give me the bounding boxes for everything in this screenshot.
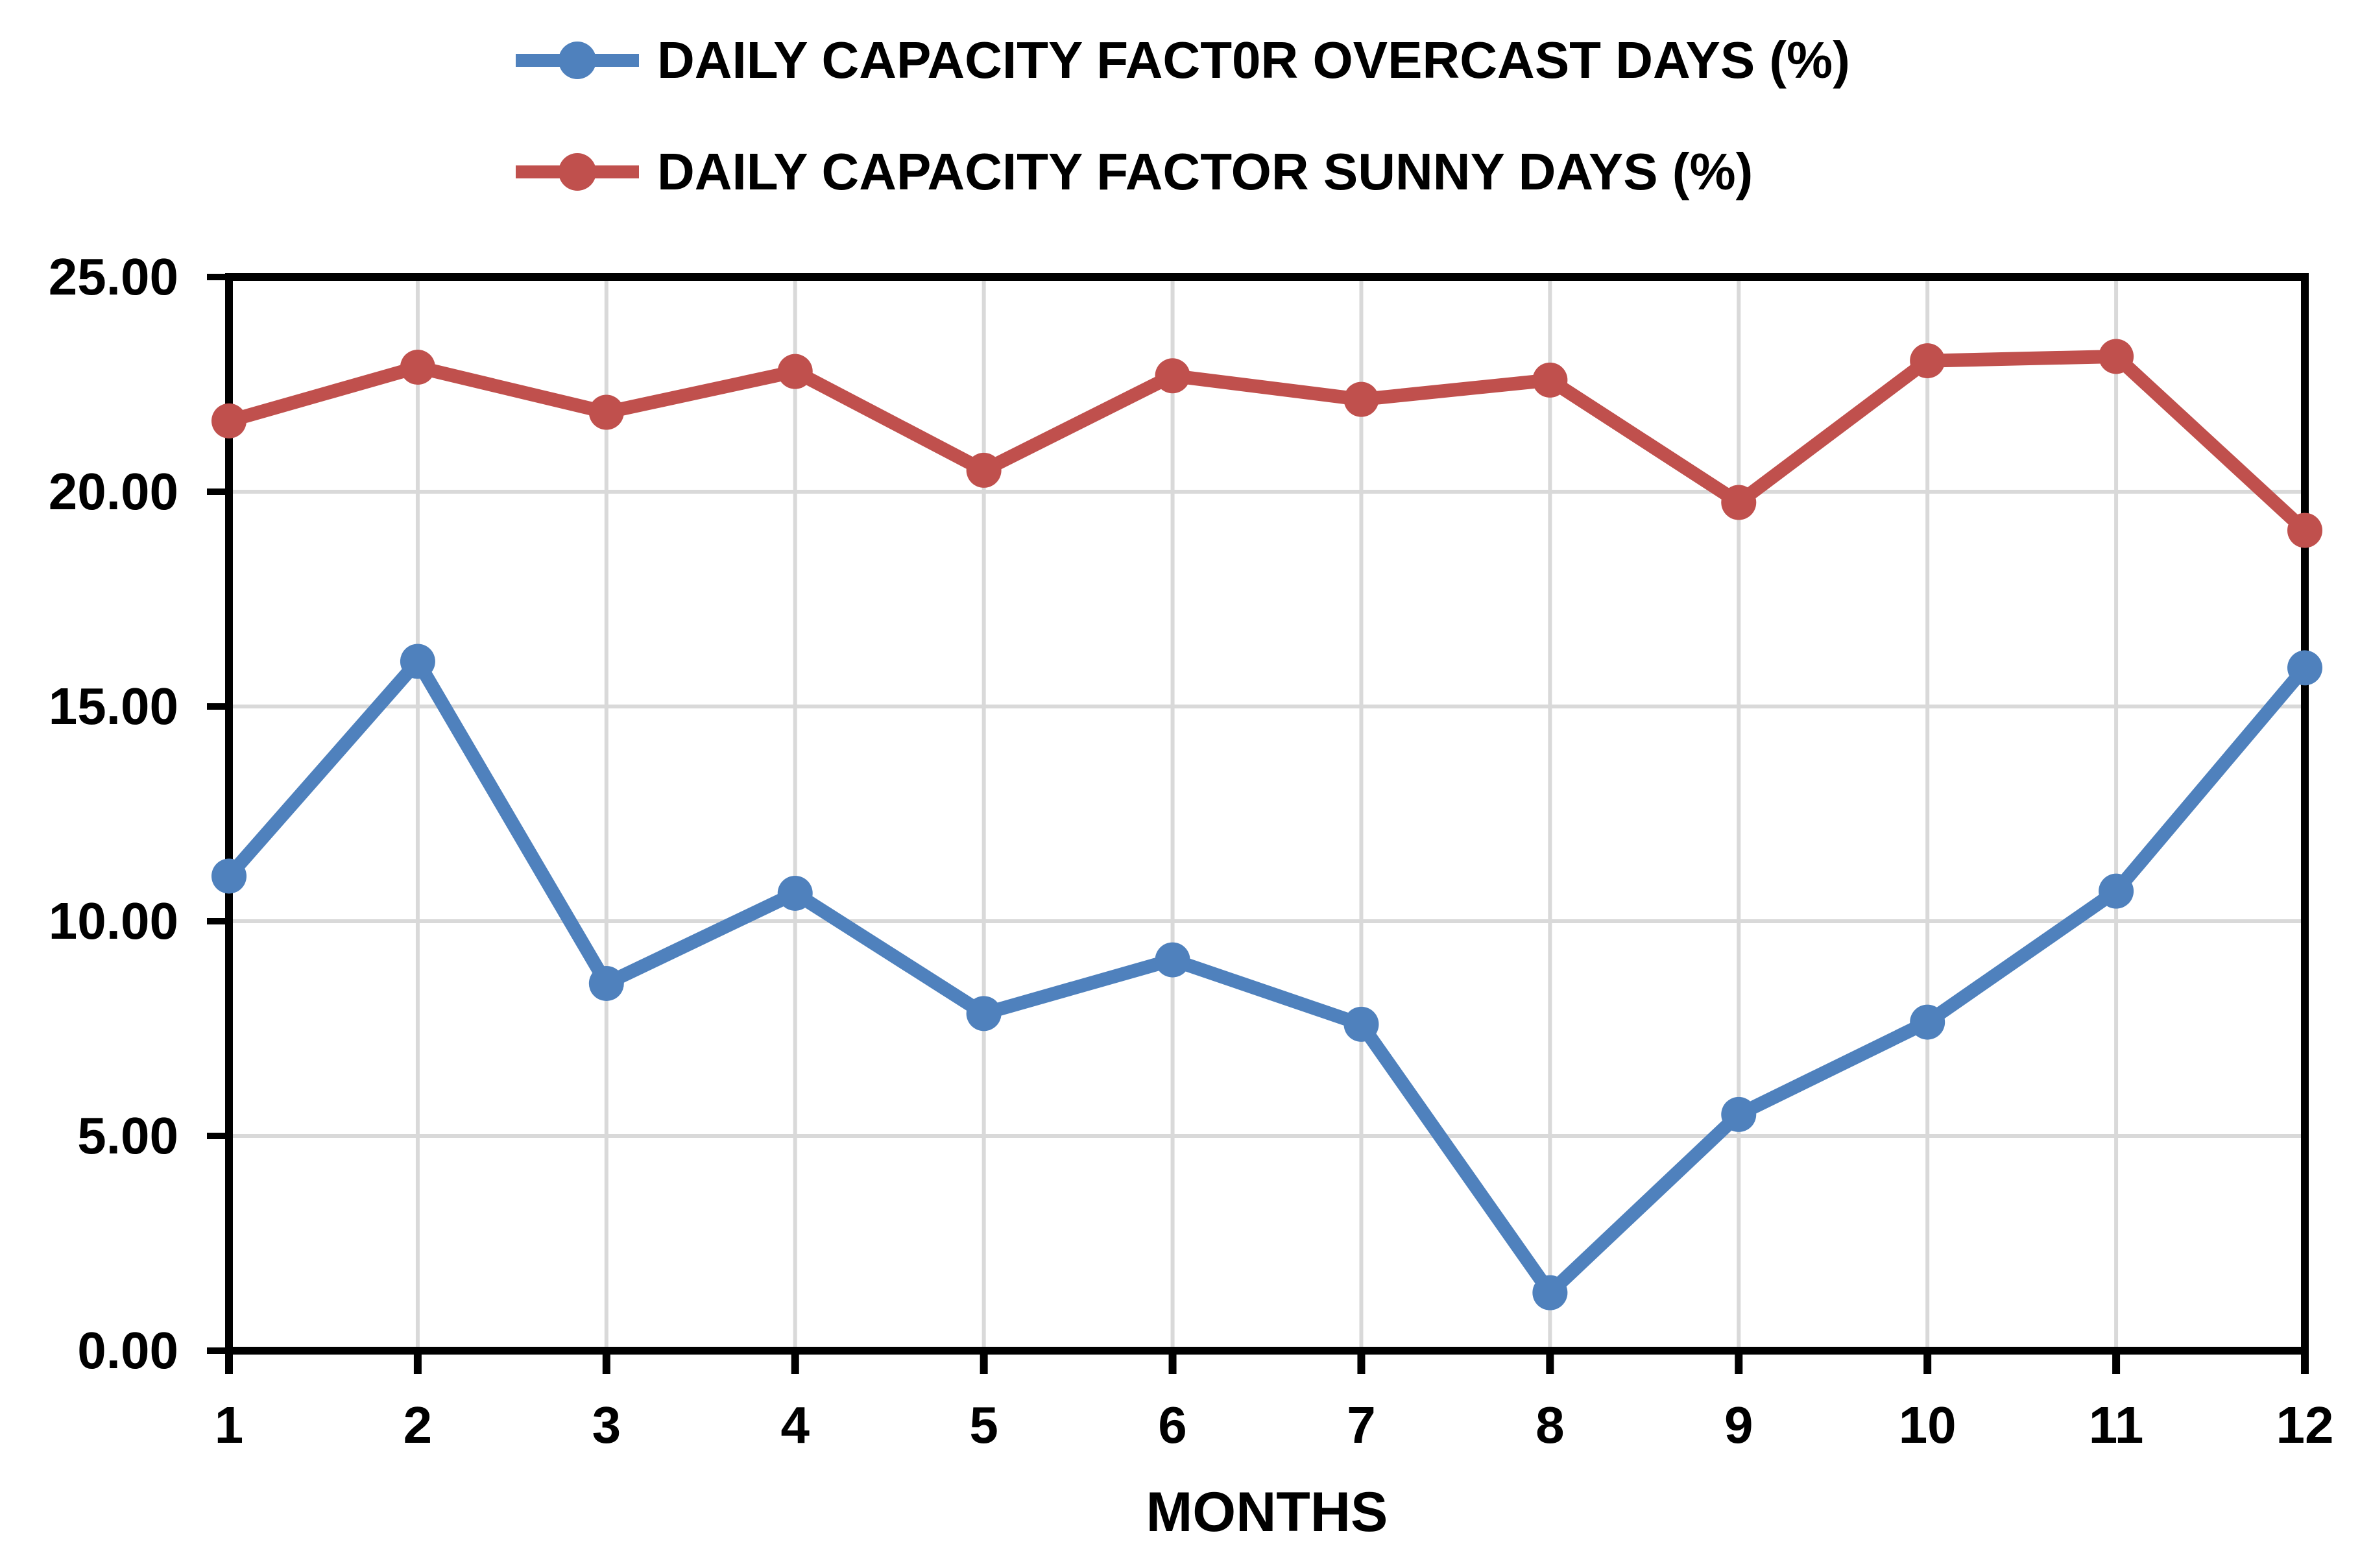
sunny-data-point-9	[1721, 485, 1757, 520]
overcast-data-point-10	[1910, 1004, 1945, 1040]
y-tick-label: 15.00	[49, 677, 178, 735]
overcast-data-point-2	[400, 644, 435, 679]
legend-label-overcast: DAILY CAPACITY FACT0R OVERCAST DAYS (%)	[657, 31, 1850, 89]
sunny-data-point-12	[2287, 513, 2322, 548]
legend-label-sunny: DAILY CAPACITY FACTOR SUNNY DAYS (%)	[657, 143, 1753, 200]
overcast-data-point-12	[2287, 650, 2322, 686]
x-tick-label: 6	[1158, 1396, 1187, 1454]
sunny-data-point-8	[1532, 362, 1568, 398]
y-tick-label: 5.00	[77, 1107, 178, 1164]
sunny-data-point-4	[777, 354, 813, 389]
sunny-data-point-10	[1910, 343, 1945, 379]
plot-frame	[225, 273, 2309, 1355]
x-tick-label: 4	[780, 1396, 810, 1454]
x-tick-label: 9	[1724, 1396, 1753, 1454]
sunny-data-point-1	[211, 403, 247, 439]
y-tick-label: 0.00	[77, 1321, 178, 1379]
legend: DAILY CAPACITY FACT0R OVERCAST DAYS (%) …	[516, 25, 1850, 208]
legend-item-overcast: DAILY CAPACITY FACT0R OVERCAST DAYS (%)	[516, 25, 1850, 96]
overcast-data-point-6	[1155, 942, 1190, 978]
y-tick-label: 25.00	[49, 248, 178, 306]
x-tick-label: 7	[1347, 1396, 1376, 1454]
y-tick-label: 20.00	[49, 463, 178, 520]
overcast-data-point-8	[1532, 1275, 1568, 1310]
x-tick-label: 11	[2089, 1396, 2144, 1454]
sunny-data-point-5	[966, 452, 1002, 488]
sunny-series-line	[222, 349, 2312, 538]
overcast-data-point-9	[1721, 1096, 1757, 1132]
x-tick-label: 3	[592, 1396, 621, 1454]
x-tick-label: 5	[969, 1396, 998, 1454]
legend-marker-sunny-icon	[516, 136, 639, 208]
overcast-data-point-3	[588, 965, 624, 1001]
overcast-series-line	[222, 654, 2312, 1300]
sunny-data-point-7	[1343, 381, 1379, 417]
x-tick-label: 1	[215, 1396, 244, 1454]
x-tick-label: 8	[1535, 1396, 1565, 1454]
y-tick-label: 10.00	[49, 892, 178, 950]
x-tick-label: 2	[403, 1396, 433, 1454]
x-axis-title: MONTHS	[1146, 1481, 1388, 1543]
sunny-data-point-6	[1155, 358, 1190, 394]
sunny-data-point-3	[588, 394, 624, 430]
legend-marker-overcast-icon	[516, 25, 639, 96]
sunny-data-point-11	[2099, 339, 2134, 374]
sunny-data-point-2	[400, 350, 435, 385]
overcast-data-point-11	[2099, 873, 2134, 909]
x-tick-label: 10	[1899, 1396, 1957, 1454]
overcast-data-point-1	[211, 858, 247, 894]
overcast-data-point-7	[1343, 1006, 1379, 1042]
overcast-data-point-5	[966, 996, 1002, 1031]
overcast-data-point-4	[777, 875, 813, 911]
legend-item-sunny: DAILY CAPACITY FACTOR SUNNY DAYS (%)	[516, 136, 1850, 208]
x-tick-label: 12	[2276, 1396, 2334, 1454]
